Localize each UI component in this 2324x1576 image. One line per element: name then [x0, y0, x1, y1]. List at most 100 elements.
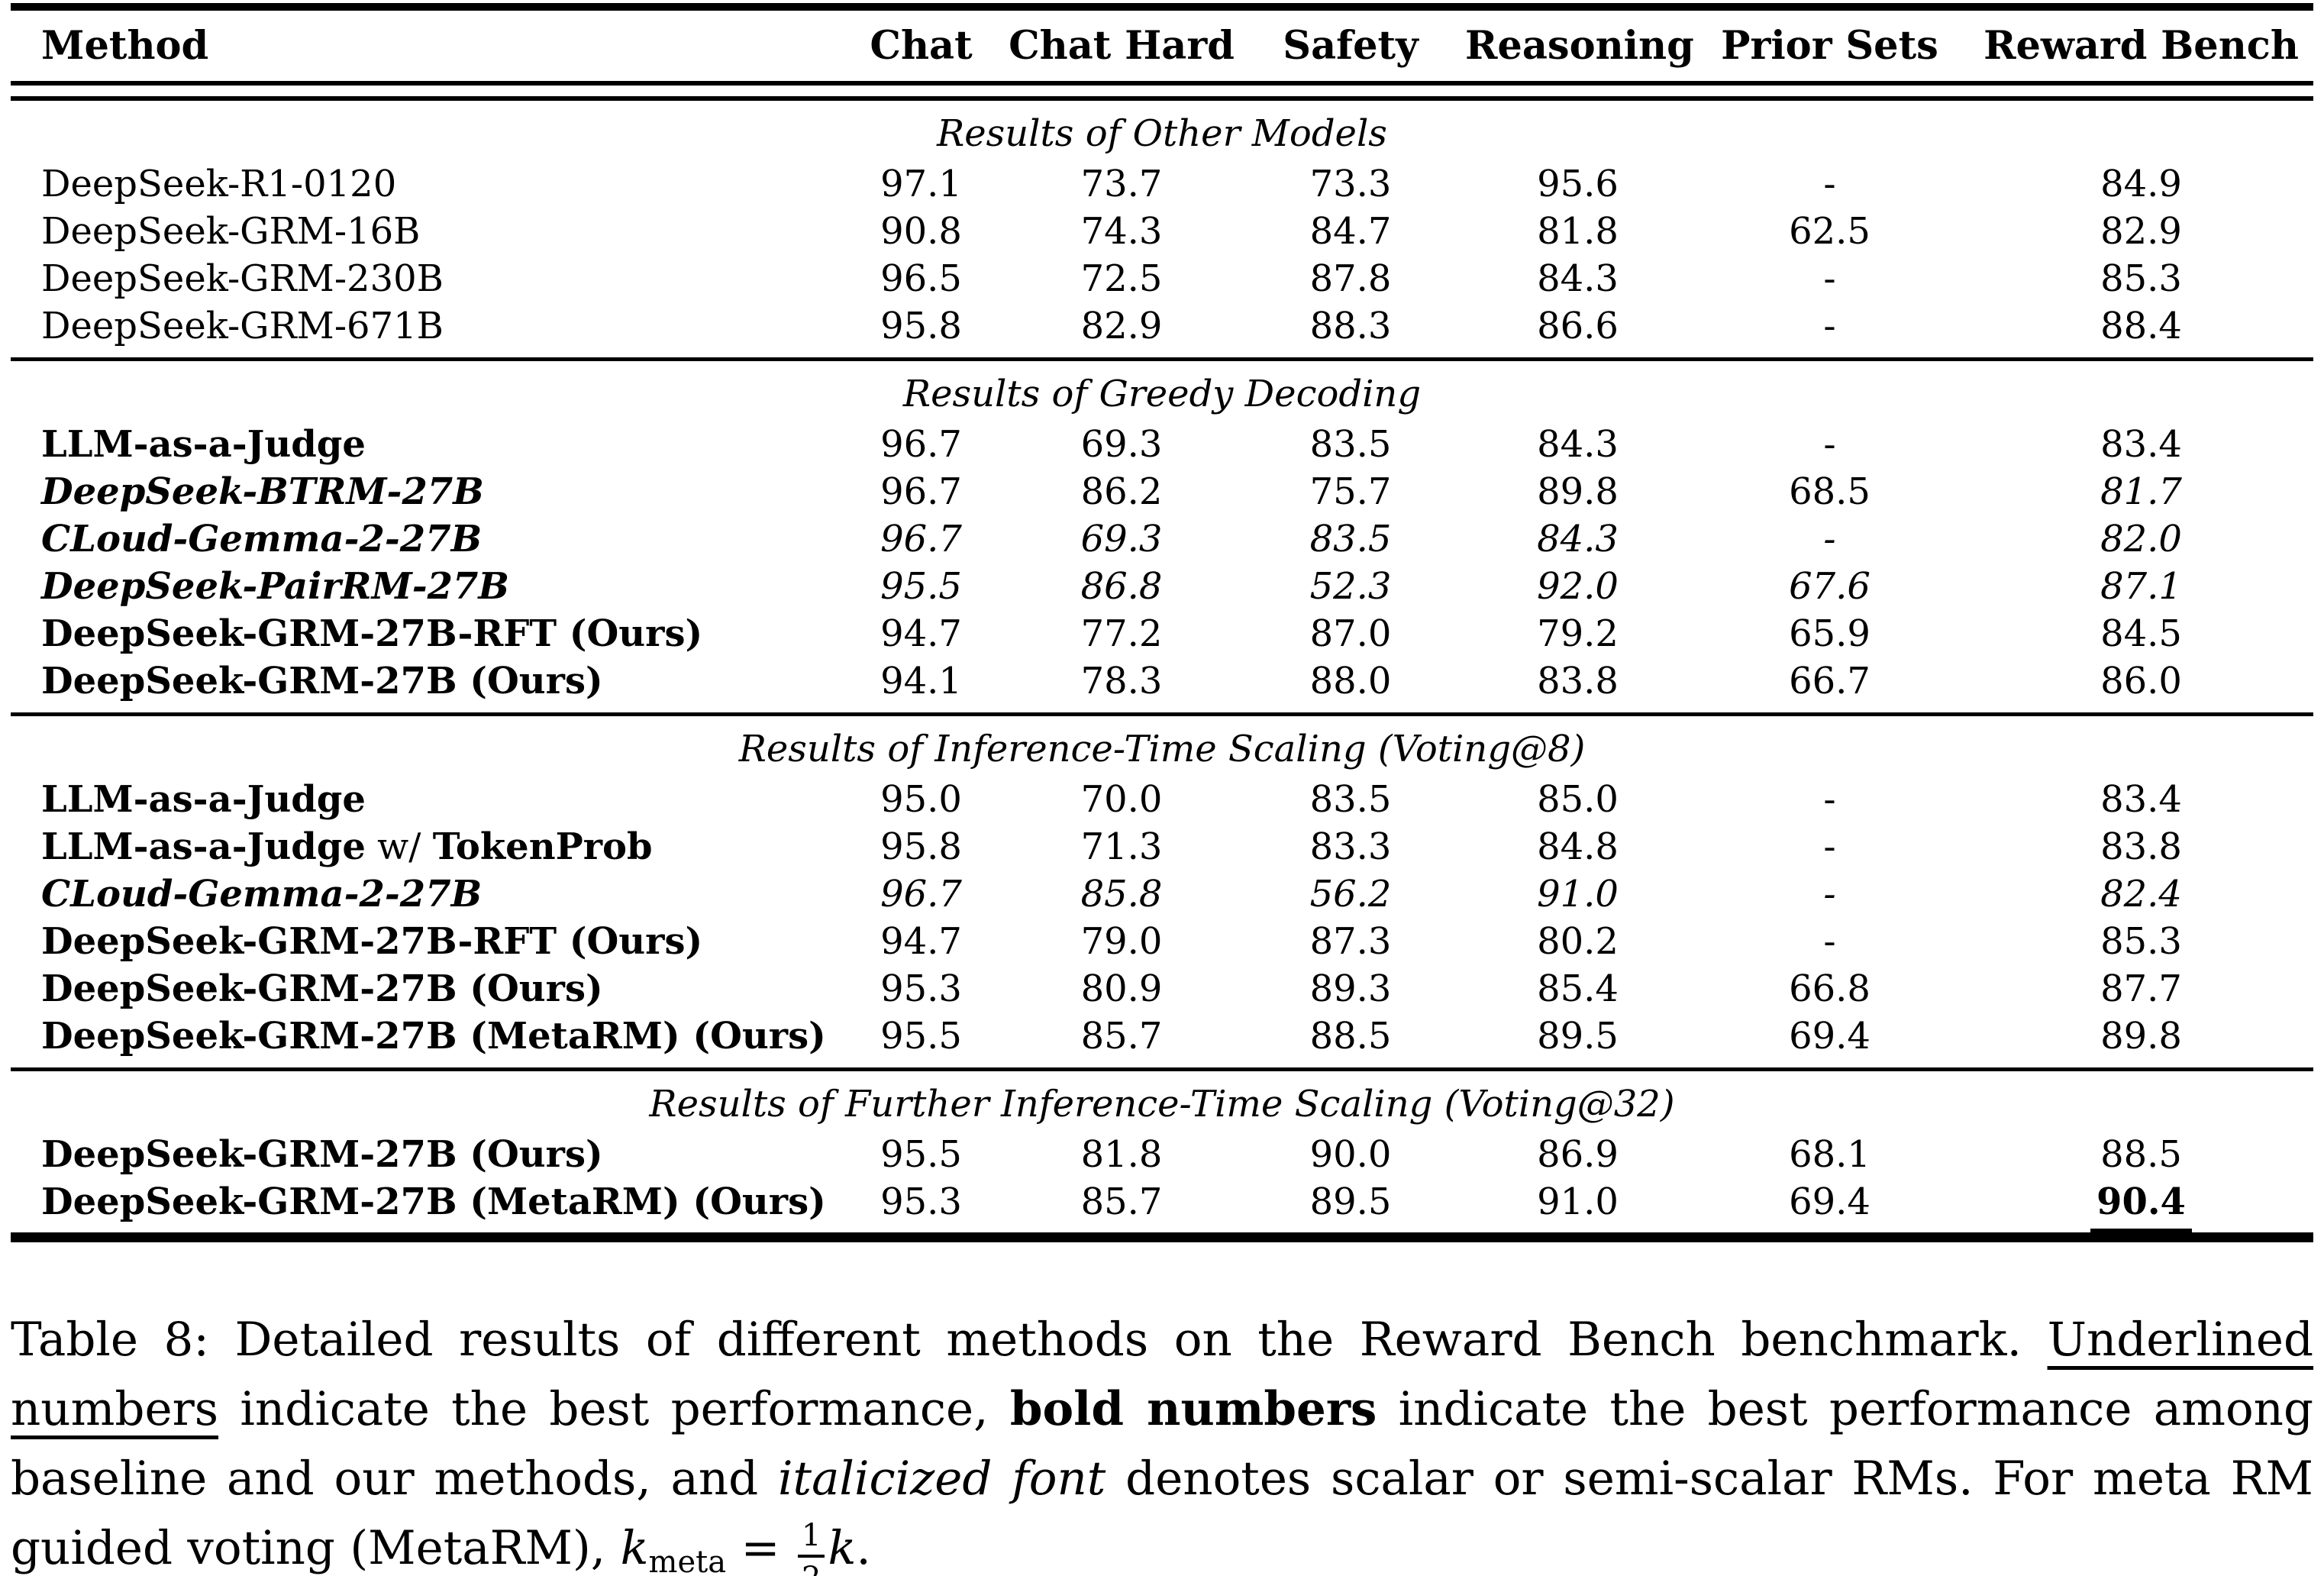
value-cell: 69.4 [1789, 1180, 1870, 1223]
method-cell: DeepSeek-GRM-27B (Ours) [41, 967, 603, 1010]
value-cell: 96.7 [880, 470, 962, 513]
value-cell: 83.5 [1309, 518, 1392, 560]
column-header-chat: Chat [870, 23, 973, 69]
value-cell: 85.3 [2100, 257, 2182, 300]
value-cell: 66.7 [1789, 660, 1870, 702]
value-cell: 69.4 [1789, 1015, 1870, 1058]
value-cell: 65.9 [1789, 612, 1870, 655]
value-cell: - [1823, 518, 1836, 560]
value-cell: 89.8 [2100, 1015, 2182, 1058]
method-cell: DeepSeek-GRM-671B [41, 305, 444, 347]
value-cell: 87.3 [1309, 920, 1392, 963]
math-k: k [828, 1521, 857, 1575]
value-cell: 81.7 [2100, 470, 2182, 513]
caption-text: denotes scalar or semi-scalar RMs. For m… [11, 1452, 2314, 1575]
caption-label: Table 8: [11, 1313, 209, 1367]
value-cell: 72.5 [1080, 257, 1163, 300]
method-cell: DeepSeek-GRM-230B [41, 257, 444, 300]
value-cell: 92.0 [1537, 565, 1619, 608]
value-cell: 96.7 [880, 873, 962, 916]
value-cell: 68.5 [1789, 470, 1870, 513]
method-cell: DeepSeek-GRM-27B-RFT (Ours) [41, 920, 703, 963]
value-cell: - [1823, 423, 1836, 466]
value-cell: 89.5 [1309, 1180, 1392, 1223]
value-cell: 85.3 [2100, 920, 2182, 963]
method-cell: CLoud-Gemma-2-27B [41, 873, 483, 916]
value-cell: 88.4 [2100, 305, 2182, 347]
top-rule [11, 3, 2313, 11]
method-cell: DeepSeek-GRM-27B (Ours) [41, 1133, 603, 1176]
math-k-meta: k [620, 1521, 649, 1575]
value-cell: 86.8 [1080, 565, 1163, 608]
value-cell: 67.6 [1789, 565, 1870, 608]
value-cell: 79.2 [1537, 612, 1619, 655]
value-cell: 94.7 [880, 920, 962, 963]
value-cell: 94.1 [880, 660, 962, 702]
method-cell: DeepSeek-BTRM-27B [41, 470, 484, 513]
value-cell: 89.5 [1537, 1015, 1619, 1058]
value-cell: 82.9 [2100, 210, 2182, 253]
section-rule [11, 712, 2313, 716]
value-cell: 78.3 [1080, 660, 1163, 702]
value-cell: 83.4 [2100, 423, 2182, 466]
section-rule [11, 1067, 2313, 1071]
value-cell: 95.5 [880, 565, 962, 608]
caption-period: . [856, 1521, 871, 1575]
value-cell: 83.4 [2100, 778, 2182, 821]
column-header-prior-sets: Prior Sets [1721, 23, 1938, 69]
value-cell: 75.7 [1309, 470, 1392, 513]
value-cell: 91.0 [1537, 873, 1619, 916]
value-cell: 83.5 [1309, 423, 1392, 466]
value-cell: - [1823, 825, 1836, 868]
value-cell: 83.5 [1309, 778, 1392, 821]
value-cell: 89.3 [1309, 967, 1392, 1010]
value-cell: 95.8 [880, 305, 962, 347]
section-title-voting8: Results of Inference-Time Scaling (Votin… [738, 728, 1586, 770]
value-cell: 70.0 [1080, 778, 1163, 821]
method-cell: LLM-as-a-Judge [41, 423, 366, 466]
value-cell: 87.0 [1309, 612, 1392, 655]
value-cell: 73.3 [1309, 163, 1392, 205]
value-cell: 96.7 [880, 518, 962, 560]
method-name-part: LLM-as-a-Judge [41, 825, 366, 868]
bottom-rule [11, 1232, 2313, 1242]
value-cell: 69.3 [1080, 423, 1163, 466]
value-cell: 88.3 [1309, 305, 1392, 347]
math-equals: = [741, 1521, 780, 1575]
value-cell: - [1823, 920, 1836, 963]
value-cell: 96.5 [880, 257, 962, 300]
value-cell: 96.7 [880, 423, 962, 466]
value-cell: 87.1 [2100, 565, 2182, 608]
value-cell: 85.7 [1080, 1015, 1163, 1058]
value-cell: 90.4 [1969, 1178, 2313, 1232]
value-cell: 88.0 [1309, 660, 1392, 702]
value-cell: 69.3 [1080, 518, 1163, 560]
value-cell: - [1823, 257, 1836, 300]
caption-italic-phrase: italicized font [778, 1452, 1106, 1506]
method-cell: DeepSeek-GRM-16B [41, 210, 421, 253]
value-cell: 95.5 [880, 1015, 962, 1058]
value-cell: 86.9 [1537, 1133, 1619, 1176]
value-cell: 91.0 [1537, 1180, 1619, 1223]
value-cell: 86.6 [1537, 305, 1619, 347]
value-cell: 84.5 [2100, 612, 2182, 655]
value-cell: 74.3 [1080, 210, 1163, 253]
value-cell: 62.5 [1789, 210, 1870, 253]
value-cell: 83.3 [1309, 825, 1392, 868]
value-cell: 95.3 [880, 1180, 962, 1223]
method-cell: DeepSeek-GRM-27B (Ours) [41, 660, 603, 702]
value-cell: 85.8 [1080, 873, 1163, 916]
math-fraction-one-half: 12 [797, 1518, 825, 1576]
value-cell: 80.2 [1537, 920, 1619, 963]
math-subscript-meta: meta [648, 1545, 727, 1576]
best-score-underlined: 90.4 [2090, 1178, 2192, 1232]
value-cell: - [1823, 163, 1836, 205]
value-cell: 82.9 [1080, 305, 1163, 347]
value-cell: 95.6 [1537, 163, 1619, 205]
value-cell: 84.3 [1537, 423, 1619, 466]
results-table: Method Chat Chat Hard Safety Reasoning P… [11, 3, 2313, 1242]
value-cell: 95.5 [880, 1133, 962, 1176]
table-caption: Table 8: Detailed results of different m… [11, 1305, 2313, 1576]
value-cell: 94.7 [880, 612, 962, 655]
value-cell: 85.4 [1537, 967, 1619, 1010]
